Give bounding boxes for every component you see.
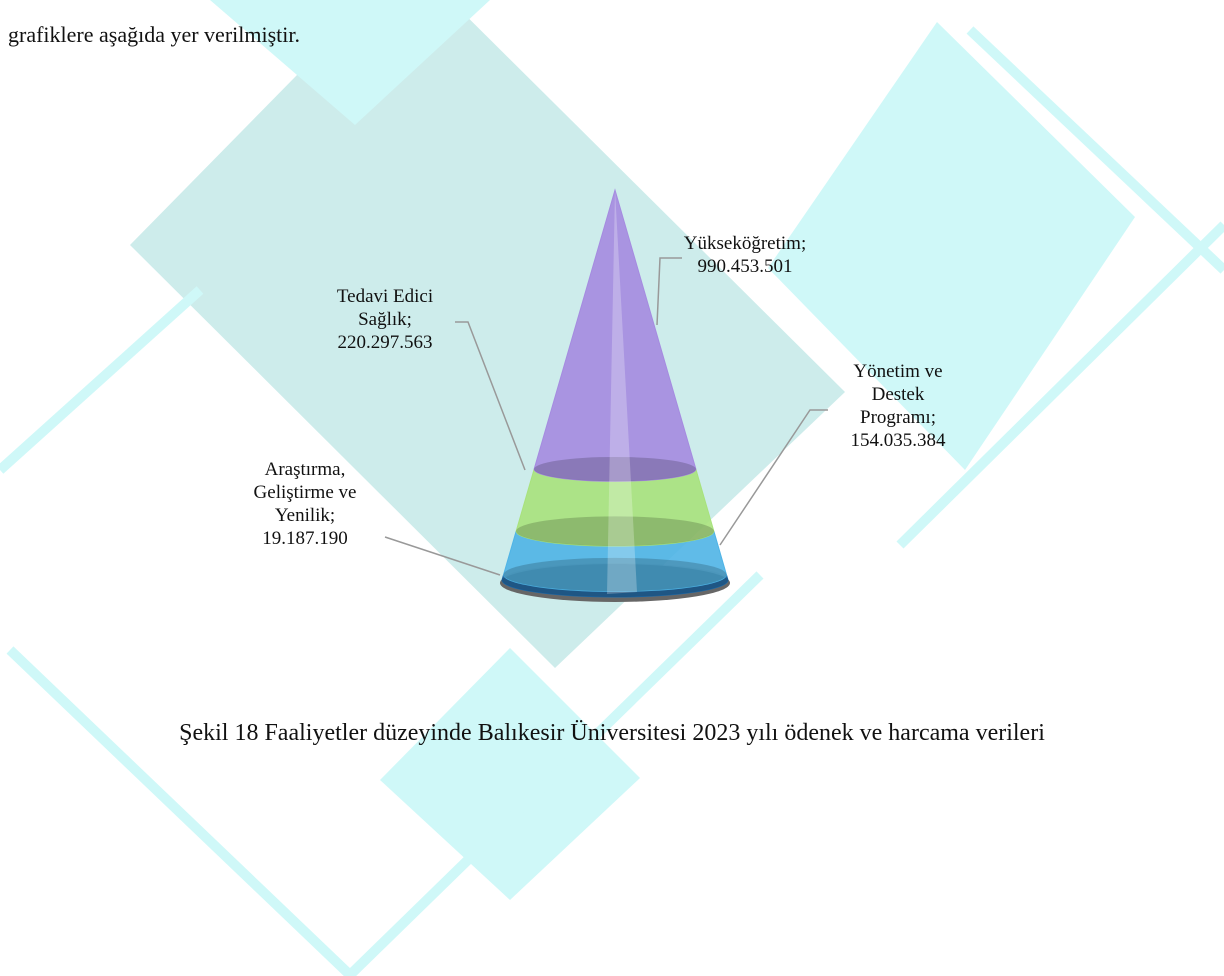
segment-top — [534, 456, 696, 482]
data-label: Yükseköğretim; 990.453.501 — [660, 232, 830, 278]
label-separator: ; — [930, 407, 936, 428]
label-name: Yönetim ve Destek Programı — [853, 361, 943, 428]
label-value: 990.453.501 — [697, 256, 793, 277]
data-label: Tedavi Edici Sağlık; 220.297.563 — [320, 285, 450, 354]
segment-top — [503, 557, 727, 592]
label-value: 19.187.190 — [262, 528, 348, 549]
decor — [6, 571, 764, 976]
label-name: Tedavi Edici Sağlık — [336, 286, 434, 330]
chart — [384, 188, 828, 602]
data-label: Araştırma, Geliştirme ve Yenilik; 19.187.… — [240, 458, 370, 550]
label-separator: ; — [406, 309, 412, 330]
decor — [130, 0, 845, 668]
cone-segment — [533, 188, 697, 482]
decor — [0, 286, 204, 474]
decor — [768, 22, 1135, 470]
label-separator: ; — [800, 233, 807, 254]
decor — [210, 0, 490, 125]
leader-line — [656, 257, 682, 326]
leader-line — [384, 536, 501, 576]
leader-line — [455, 321, 526, 471]
body-text: grafiklere aşağıda yer verilmiştir. — [8, 22, 300, 47]
label-name: Yükseköğretim — [683, 233, 801, 254]
decor — [966, 26, 1224, 274]
segment-top — [516, 516, 714, 547]
label-name: Araştırma, Geliştirme ve Yenilik — [253, 459, 357, 526]
caption: Şekil 18 Faaliyetler düzeyinde Balıkesir… — [179, 720, 1045, 746]
label-value: 154.035.384 — [850, 430, 946, 451]
highlight — [607, 190, 637, 594]
leader-line — [719, 409, 828, 546]
label-value: 220.297.563 — [337, 332, 433, 353]
label-separator: ; — [329, 505, 336, 526]
decor — [896, 221, 1224, 549]
data-label: Yönetim ve Destek Programı; 154.035.384 — [838, 360, 958, 452]
decor — [380, 648, 640, 900]
